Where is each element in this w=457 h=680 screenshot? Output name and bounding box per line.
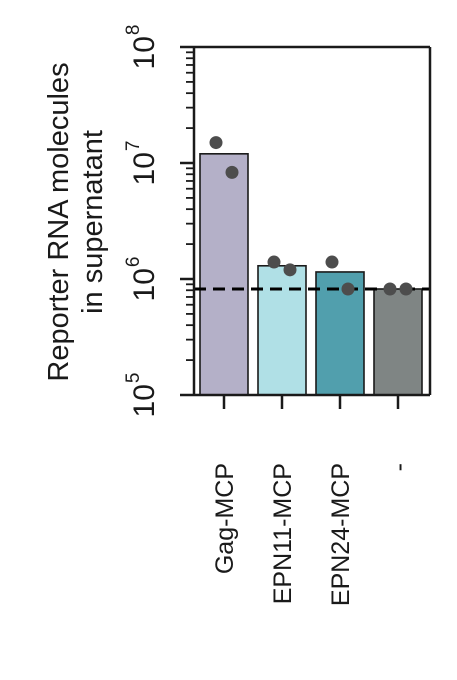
bar-4: [373, 288, 423, 396]
data-point-3-1: [325, 255, 339, 269]
bar-1: [199, 153, 249, 396]
data-point-2-2: [283, 263, 297, 277]
y-tick-label-7: 107: [123, 141, 161, 186]
category-label-4: -: [385, 463, 413, 471]
data-point-3-2: [341, 282, 355, 296]
data-point-1-2: [225, 165, 239, 179]
data-point-2-1: [267, 255, 281, 269]
y-tick-base: 10: [128, 384, 161, 417]
category-label-2: EPN11-MCP: [269, 463, 297, 604]
category-label-1: Gag-MCP: [211, 463, 239, 574]
data-point-4-2: [399, 282, 413, 296]
y-tick-label-6: 106: [123, 257, 161, 302]
y-tick-base: 10: [128, 152, 161, 185]
category-label-3: EPN24-MCP: [327, 463, 355, 606]
y-tick-exponent: 8: [123, 25, 144, 36]
y-axis-title-line-1: Reporter RNA molecules: [43, 62, 75, 381]
data-point-1-1: [209, 136, 223, 150]
bar-3: [315, 271, 365, 396]
y-tick-label-8: 108: [123, 25, 161, 70]
y-axis-title: Reporter RNA molecules in supernatant: [43, 62, 109, 381]
y-tick-exponent: 6: [123, 257, 144, 268]
data-point-4-1: [383, 282, 397, 296]
y-axis-title-line-2: in supernatant: [77, 130, 109, 314]
y-tick-base: 10: [128, 36, 161, 69]
y-tick-label-5: 105: [123, 373, 161, 418]
y-tick-exponent: 5: [123, 373, 144, 384]
y-tick-base: 10: [128, 268, 161, 301]
bar-2: [257, 264, 307, 396]
y-tick-exponent: 7: [123, 141, 144, 152]
